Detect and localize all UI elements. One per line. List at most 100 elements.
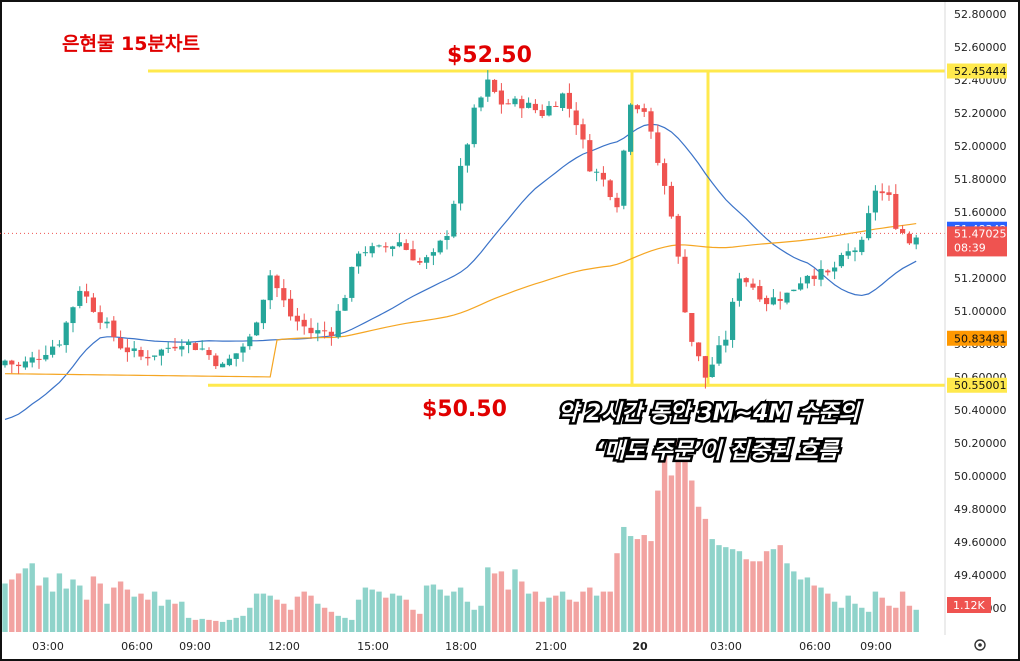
volume-bar: [267, 595, 273, 632]
volume-bar: [410, 609, 416, 632]
candle-body: [859, 239, 865, 253]
volume-bar: [621, 526, 627, 632]
candle-body: [288, 298, 294, 317]
ma-slow-line: [4, 222, 917, 378]
volume-bar: [757, 561, 763, 632]
volume-bar: [736, 551, 743, 632]
candle-body: [63, 322, 69, 346]
volume-bar: [859, 607, 865, 632]
volume-bar: [77, 585, 83, 632]
candle-body: [872, 190, 878, 213]
candle-body: [213, 355, 219, 367]
time-tick-label: 12:00: [268, 640, 300, 653]
price-tick-label: 51.60000: [954, 206, 1007, 219]
settings-icon[interactable]: [974, 639, 986, 651]
candle-body: [743, 278, 749, 283]
candle-body: [641, 108, 647, 112]
candle-body: [471, 107, 477, 145]
volume-bar: [723, 547, 729, 632]
candle-body: [838, 254, 844, 267]
candle-body: [594, 171, 600, 173]
highlight-box: [630, 69, 710, 387]
volume-bar: [376, 591, 382, 632]
candle-body: [573, 110, 579, 126]
candle-body: [553, 105, 559, 107]
volume-bar: [342, 617, 348, 632]
candle-body: [634, 105, 640, 110]
volume-bar: [668, 475, 675, 632]
volume-bar: [240, 615, 246, 632]
price-tick-label: 50.20000: [954, 437, 1007, 450]
candle-body: [349, 266, 355, 298]
volume-bar: [777, 545, 783, 632]
volume-bar: [457, 587, 464, 632]
volume-bar: [63, 588, 69, 632]
volume-bar: [838, 607, 845, 632]
volume-bar: [90, 576, 97, 632]
candle-body: [906, 233, 912, 244]
price-tick-label: 52.60000: [954, 41, 1007, 54]
volume-bar: [525, 593, 532, 632]
candle-body: [410, 249, 416, 261]
last-price-badge: 51.47025 08:39: [947, 226, 1007, 257]
volume-bar: [199, 618, 205, 632]
candle-body: [417, 261, 423, 263]
candle-body: [199, 348, 205, 350]
candle-body: [70, 307, 76, 324]
candle-body: [811, 275, 817, 280]
volume-bar: [743, 559, 749, 632]
volume-bar: [899, 591, 906, 632]
volume-bar: [770, 549, 777, 632]
candle-body: [702, 356, 708, 378]
candle-body: [383, 246, 389, 248]
candle-body: [322, 330, 328, 332]
candle-body: [458, 165, 464, 204]
candle-body: [770, 297, 776, 305]
candle-body: [97, 312, 103, 323]
candle-body: [900, 229, 906, 233]
volume-bar: [648, 541, 654, 632]
volume-bar: [709, 539, 715, 632]
volume-bar: [607, 591, 613, 632]
volume-bar: [451, 591, 457, 632]
volume-bar: [593, 595, 600, 632]
candle-body: [852, 250, 858, 253]
volume-bar: [151, 591, 158, 632]
candle-body: [736, 278, 742, 301]
volume-bar: [655, 490, 661, 632]
volume-bar: [247, 607, 253, 632]
volume-bar: [396, 595, 403, 632]
volume-badge-label: 1.12K: [953, 599, 985, 612]
volume-bar: [831, 601, 838, 632]
volume-bar: [219, 621, 226, 632]
volume-bar: [315, 603, 321, 632]
candle-body: [451, 203, 457, 237]
candle-body: [260, 299, 266, 324]
volume-bar: [43, 577, 49, 632]
candle-body: [403, 243, 409, 250]
volume-bar: [253, 593, 260, 632]
volume-bar: [70, 579, 76, 632]
volume-bars: [2, 440, 919, 632]
candle-body: [886, 192, 892, 195]
candle-body: [301, 319, 307, 327]
volume-bar: [865, 611, 872, 632]
volume-bar: [131, 596, 137, 632]
candle-body: [587, 140, 593, 172]
candle-body: [764, 297, 770, 305]
volume-bar: [301, 591, 307, 632]
volume-bar: [158, 605, 165, 632]
volume-bar: [15, 573, 22, 632]
candle-body: [247, 336, 253, 347]
volume-bar: [29, 563, 35, 632]
volume-bar: [505, 589, 511, 632]
candle-body: [158, 349, 164, 356]
volume-bar: [369, 589, 375, 632]
candle-body: [77, 290, 83, 306]
volume-bar: [104, 603, 110, 632]
volume-bar: [111, 587, 117, 632]
time-tick-label: 20: [632, 640, 648, 653]
candle-body: [437, 240, 443, 253]
